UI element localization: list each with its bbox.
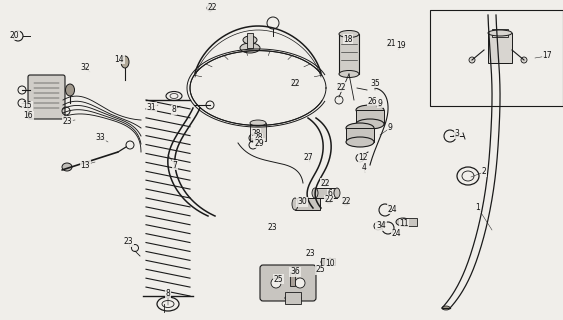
Bar <box>285 292 301 304</box>
Text: 31: 31 <box>146 102 156 111</box>
Ellipse shape <box>250 120 266 126</box>
Bar <box>488 33 512 63</box>
Text: 22: 22 <box>320 179 330 188</box>
Text: 3: 3 <box>454 130 459 139</box>
Text: 35: 35 <box>370 78 380 87</box>
Text: 27: 27 <box>303 154 313 163</box>
Text: 24: 24 <box>391 229 401 238</box>
Text: 25: 25 <box>315 266 325 275</box>
Text: 17: 17 <box>542 52 552 60</box>
Bar <box>403 218 417 226</box>
Text: 21: 21 <box>386 38 396 47</box>
Ellipse shape <box>321 259 335 266</box>
Text: 24: 24 <box>387 204 397 213</box>
Bar <box>346 128 374 142</box>
Text: 8: 8 <box>166 289 171 298</box>
Bar <box>247 33 253 48</box>
Ellipse shape <box>240 43 260 53</box>
Text: 20: 20 <box>9 30 19 39</box>
Ellipse shape <box>442 306 450 310</box>
Circle shape <box>271 278 281 288</box>
Ellipse shape <box>65 84 74 96</box>
Text: 14: 14 <box>114 54 124 63</box>
Ellipse shape <box>285 295 301 301</box>
Text: 18: 18 <box>343 35 353 44</box>
Bar <box>339 34 359 74</box>
Ellipse shape <box>356 105 384 115</box>
Text: 1: 1 <box>476 204 480 212</box>
Text: 4: 4 <box>361 163 367 172</box>
Ellipse shape <box>292 198 298 210</box>
Ellipse shape <box>396 218 410 226</box>
Text: 9: 9 <box>387 124 392 132</box>
Bar <box>356 110 384 124</box>
Ellipse shape <box>339 70 359 77</box>
Text: 32: 32 <box>80 63 90 73</box>
Ellipse shape <box>346 137 374 147</box>
Bar <box>492 29 508 37</box>
Ellipse shape <box>488 30 512 36</box>
Bar <box>430 10 563 106</box>
Text: 22: 22 <box>341 197 351 206</box>
FancyBboxPatch shape <box>260 265 316 301</box>
Ellipse shape <box>243 36 257 44</box>
Text: 22: 22 <box>324 196 334 204</box>
Text: 2: 2 <box>481 167 486 177</box>
Ellipse shape <box>339 30 359 37</box>
Text: 11: 11 <box>399 220 409 228</box>
Text: 19: 19 <box>396 42 406 51</box>
Ellipse shape <box>312 188 318 198</box>
Text: 8: 8 <box>172 106 176 115</box>
Text: 29: 29 <box>254 139 264 148</box>
Ellipse shape <box>121 56 129 68</box>
Text: 9: 9 <box>378 99 382 108</box>
FancyBboxPatch shape <box>28 75 65 119</box>
Bar <box>315 188 337 198</box>
Text: 16: 16 <box>23 111 33 121</box>
Ellipse shape <box>346 123 374 133</box>
Text: 6: 6 <box>328 189 332 198</box>
Bar <box>250 123 266 141</box>
Text: 33: 33 <box>95 132 105 141</box>
Text: 34: 34 <box>376 221 386 230</box>
Bar <box>295 198 320 210</box>
Text: 36: 36 <box>290 268 300 276</box>
Ellipse shape <box>62 163 72 171</box>
Text: 23: 23 <box>62 116 72 125</box>
Text: 25: 25 <box>273 275 283 284</box>
Bar <box>290 272 295 286</box>
Bar <box>321 258 335 265</box>
Text: 13: 13 <box>80 161 90 170</box>
Circle shape <box>469 57 475 63</box>
Text: 22: 22 <box>207 4 217 12</box>
Text: 23: 23 <box>123 237 133 246</box>
Circle shape <box>521 57 527 63</box>
Text: 23: 23 <box>305 249 315 258</box>
Text: 22: 22 <box>336 83 346 92</box>
Ellipse shape <box>356 119 384 129</box>
Text: 23: 23 <box>267 223 277 233</box>
Text: 28: 28 <box>251 129 261 138</box>
Text: 30: 30 <box>297 197 307 206</box>
Text: 10: 10 <box>325 259 335 268</box>
Circle shape <box>295 278 305 288</box>
Text: 12: 12 <box>358 154 368 163</box>
Ellipse shape <box>334 188 340 198</box>
Text: 7: 7 <box>173 161 177 170</box>
Text: 28: 28 <box>253 133 263 142</box>
Text: 26: 26 <box>367 97 377 106</box>
Text: 22: 22 <box>291 78 300 87</box>
Text: 15: 15 <box>22 101 32 110</box>
